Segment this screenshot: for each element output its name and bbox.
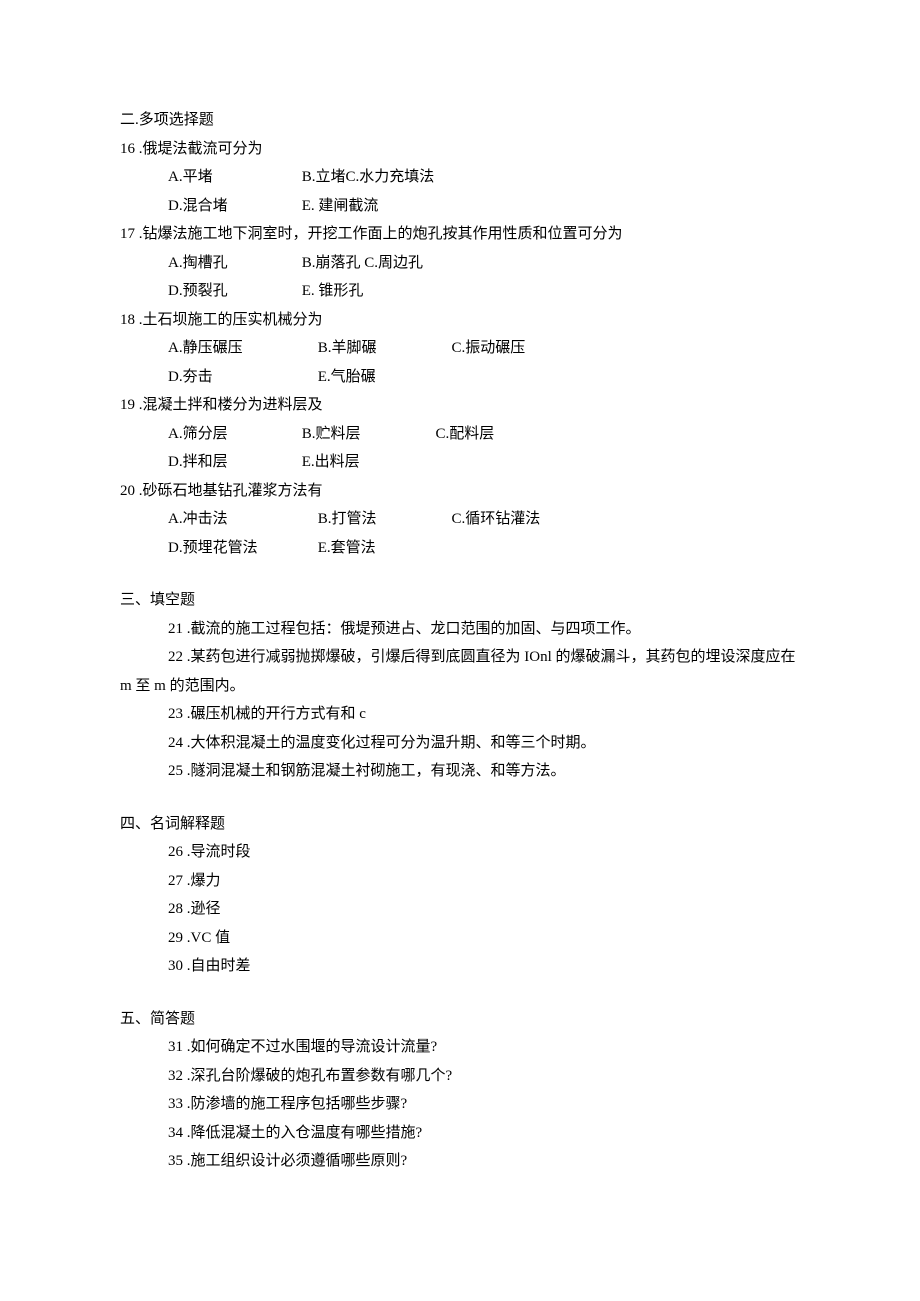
q28: 28 .逊径 bbox=[168, 895, 800, 924]
q16-options-row2: D.混合堵 E. 建闸截流 bbox=[168, 192, 800, 221]
q20-opt-e: E.套管法 bbox=[318, 534, 376, 563]
q17-opt-d: D.预裂孔 bbox=[168, 277, 260, 306]
q21: 21 .截流的施工过程包括：俄堤预进占、龙口范围的加固、与四项工作。 bbox=[168, 615, 800, 644]
q24: 24 .大体积混凝土的温度变化过程可分为温升期、和等三个时期。 bbox=[168, 729, 800, 758]
q17-opt-e: E. 锥形孔 bbox=[302, 277, 364, 306]
q16-options-row1: A.平堵 B.立堵C.水力充填法 bbox=[168, 163, 800, 192]
q17-opt-bc: B.崩落孔 C.周边孔 bbox=[302, 249, 423, 278]
q16-stem: .俄堤法截流可分为 bbox=[139, 141, 263, 157]
q19-opt-b: B.贮料层 bbox=[302, 420, 394, 449]
q19-stem: .混凝土拌和楼分为进料层及 bbox=[139, 397, 323, 413]
q19-options-row1: A.筛分层 B.贮料层 C.配料层 bbox=[168, 420, 800, 449]
q19-opt-c: C.配料层 bbox=[436, 420, 495, 449]
section-3-header: 三、填空题 bbox=[120, 586, 800, 615]
section-4: 四、名词解释题 26 .导流时段 27 .爆力 28 .逊径 29 .VC 值 … bbox=[120, 810, 800, 981]
q33: 33 .防渗墙的施工程序包括哪些步骤? bbox=[168, 1090, 800, 1119]
section-5-header: 五、简答题 bbox=[120, 1005, 800, 1034]
q34: 34 .降低混凝土的入仓温度有哪些措施? bbox=[168, 1119, 800, 1148]
section-2: 二.多项选择题 16 .俄堤法截流可分为 A.平堵 B.立堵C.水力充填法 D.… bbox=[120, 106, 800, 562]
q18-opt-b: B.羊脚碾 bbox=[318, 334, 410, 363]
q23: 23 .碾压机械的开行方式有和 c bbox=[168, 700, 800, 729]
q18-num: 18 bbox=[120, 312, 135, 328]
q32: 32 .深孔台阶爆破的炮孔布置参数有哪几个? bbox=[168, 1062, 800, 1091]
q27: 27 .爆力 bbox=[168, 867, 800, 896]
q17-stem: .钻爆法施工地下洞室时，开挖工作面上的炮孔按其作用性质和位置可分为 bbox=[139, 226, 623, 242]
question-16: 16 .俄堤法截流可分为 A.平堵 B.立堵C.水力充填法 D.混合堵 E. 建… bbox=[120, 135, 800, 221]
section-3: 三、填空题 21 .截流的施工过程包括：俄堤预进占、龙口范围的加固、与四项工作。… bbox=[120, 586, 800, 786]
q16-num: 16 bbox=[120, 141, 135, 157]
section-5: 五、简答题 31 .如何确定不过水围堰的导流设计流量? 32 .深孔台阶爆破的炮… bbox=[120, 1005, 800, 1176]
section-4-header: 四、名词解释题 bbox=[120, 810, 800, 839]
q18-opt-c: C.振动碾压 bbox=[452, 334, 526, 363]
q18-stem: .土石坝施工的压实机械分为 bbox=[139, 312, 323, 328]
q22-text: 22 .某药包进行减弱抛掷爆破，引爆后得到底圆直径为 IOnl 的爆破漏斗，其药… bbox=[120, 643, 800, 700]
q20-opt-c: C.循环钻灌法 bbox=[452, 505, 541, 534]
q19-opt-e: E.出料层 bbox=[302, 448, 360, 477]
q17-options-row1: A.掏槽孔 B.崩落孔 C.周边孔 bbox=[168, 249, 800, 278]
question-19: 19 .混凝土拌和楼分为进料层及 A.筛分层 B.贮料层 C.配料层 D.拌和层… bbox=[120, 391, 800, 477]
q18-options-row2: D.夯击 E.气胎碾 bbox=[168, 363, 800, 392]
q17-opt-a: A.掏槽孔 bbox=[168, 249, 260, 278]
q22: 22 .某药包进行减弱抛掷爆破，引爆后得到底圆直径为 IOnl 的爆破漏斗，其药… bbox=[168, 643, 800, 700]
q25: 25 .隧洞混凝土和钢筋混凝土衬砌施工，有现浇、和等方法。 bbox=[168, 757, 800, 786]
q16-opt-e: E. 建闸截流 bbox=[302, 192, 379, 221]
q19-options-row2: D.拌和层 E.出料层 bbox=[168, 448, 800, 477]
q18-opt-a: A.静压碾压 bbox=[168, 334, 276, 363]
q29: 29 .VC 值 bbox=[168, 924, 800, 953]
question-20: 20 .砂砾石地基钻孔灌浆方法有 A.冲击法 B.打管法 C.循环钻灌法 D.预… bbox=[120, 477, 800, 563]
section-2-header: 二.多项选择题 bbox=[120, 106, 800, 135]
q18-opt-d: D.夯击 bbox=[168, 363, 276, 392]
q20-opt-b: B.打管法 bbox=[318, 505, 410, 534]
q20-options-row1: A.冲击法 B.打管法 C.循环钻灌法 bbox=[168, 505, 800, 534]
q19-opt-d: D.拌和层 bbox=[168, 448, 260, 477]
q20-num: 20 bbox=[120, 483, 135, 499]
q17-num: 17 bbox=[120, 226, 135, 242]
q31: 31 .如何确定不过水围堰的导流设计流量? bbox=[168, 1033, 800, 1062]
q17-options-row2: D.预裂孔 E. 锥形孔 bbox=[168, 277, 800, 306]
q18-opt-e: E.气胎碾 bbox=[318, 363, 376, 392]
question-18: 18 .土石坝施工的压实机械分为 A.静压碾压 B.羊脚碾 C.振动碾压 D.夯… bbox=[120, 306, 800, 392]
q19-opt-a: A.筛分层 bbox=[168, 420, 260, 449]
q19-num: 19 bbox=[120, 397, 135, 413]
q20-stem: .砂砾石地基钻孔灌浆方法有 bbox=[139, 483, 323, 499]
q16-opt-bc: B.立堵C.水力充填法 bbox=[302, 163, 435, 192]
q26: 26 .导流时段 bbox=[168, 838, 800, 867]
q30: 30 .自由时差 bbox=[168, 952, 800, 981]
q35: 35 .施工组织设计必须遵循哪些原则? bbox=[168, 1147, 800, 1176]
question-17: 17 .钻爆法施工地下洞室时，开挖工作面上的炮孔按其作用性质和位置可分为 A.掏… bbox=[120, 220, 800, 306]
q16-opt-a: A.平堵 bbox=[168, 163, 260, 192]
q20-options-row2: D.预埋花管法 E.套管法 bbox=[168, 534, 800, 563]
q20-opt-a: A.冲击法 bbox=[168, 505, 276, 534]
q18-options-row1: A.静压碾压 B.羊脚碾 C.振动碾压 bbox=[168, 334, 800, 363]
q16-opt-d: D.混合堵 bbox=[168, 192, 260, 221]
q20-opt-d: D.预埋花管法 bbox=[168, 534, 276, 563]
